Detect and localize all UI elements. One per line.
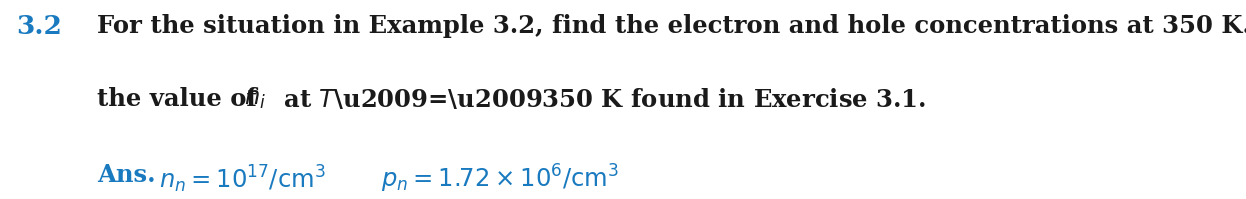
Text: $n_i$: $n_i$ (244, 87, 267, 111)
Text: For the situation in Example 3.2, find the electron and hole concentrations at 3: For the situation in Example 3.2, find t… (97, 14, 1246, 38)
Text: at $T$\u2009=\u2009350 K found in Exercise 3.1.: at $T$\u2009=\u2009350 K found in Exerci… (275, 87, 927, 112)
Text: Ans.: Ans. (97, 163, 156, 187)
Text: 3.2: 3.2 (16, 14, 62, 39)
Text: the value of: the value of (97, 87, 265, 111)
Text: $n_n = 10^{17}/\mathrm{cm}^3$: $n_n = 10^{17}/\mathrm{cm}^3$ (159, 163, 326, 195)
Text: $p_n = 1.72\times10^6/\mathrm{cm}^3$: $p_n = 1.72\times10^6/\mathrm{cm}^3$ (381, 163, 619, 195)
